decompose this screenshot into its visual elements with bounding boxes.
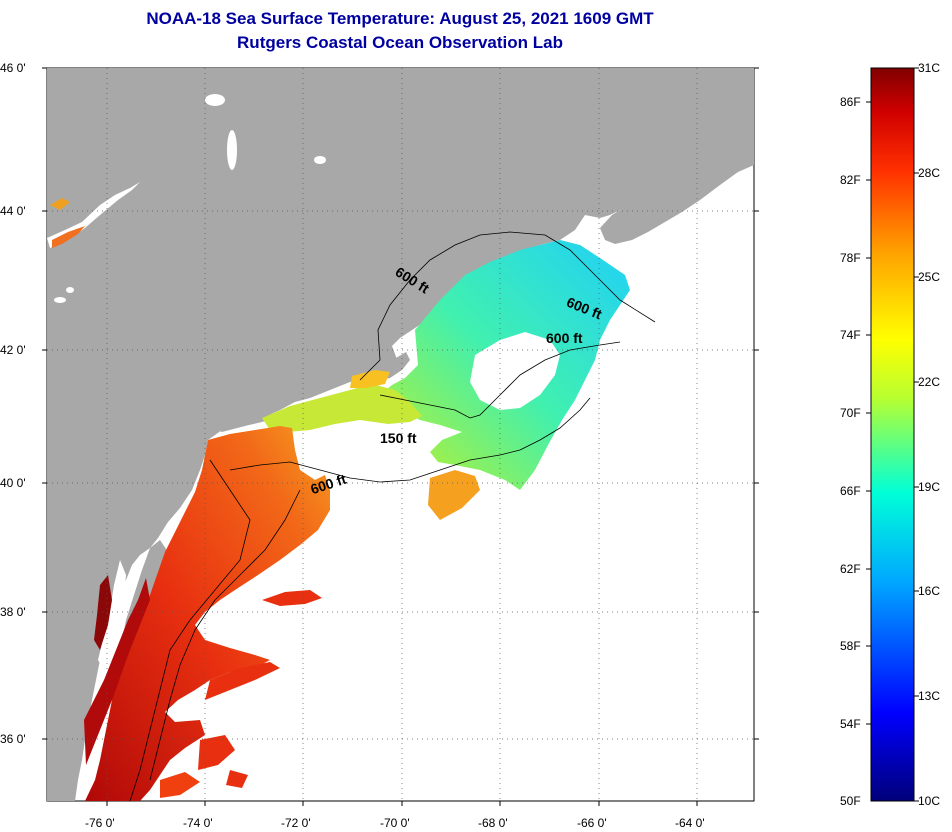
- map-title: NOAA-18 Sea Surface Temperature: August …: [146, 9, 654, 28]
- land-mainland: [47, 68, 754, 801]
- lat-label: 40 0': [0, 476, 26, 490]
- chesapeake-bay: [98, 560, 126, 670]
- colorbar: [870, 67, 915, 802]
- colorbar-label-f: 50F: [840, 794, 861, 808]
- sst-mid-atlantic-bight: [85, 426, 330, 801]
- map-subtitle: Rutgers Coastal Ocean Observation Lab: [237, 33, 563, 52]
- sst-southern-new-england: [262, 384, 422, 432]
- sst-offshore-streamer: [205, 662, 280, 700]
- colorbar-label-c: 10C: [918, 794, 941, 808]
- lon-label: -76 0': [85, 816, 115, 830]
- lat-label: 36 0': [0, 732, 26, 746]
- colorbar-label-c: 28C: [918, 166, 941, 180]
- contour-label-150ft: 150 ft: [380, 430, 417, 446]
- sst-offshore-streamer: [160, 772, 200, 798]
- lon-label: -64 0': [675, 816, 705, 830]
- colorbar-label-f: 74F: [840, 328, 861, 342]
- graticule: [47, 68, 754, 801]
- inland-lake: [205, 94, 225, 106]
- sst-cape-cod-warm: [350, 370, 390, 388]
- colorbar-label-c: 31C: [918, 61, 941, 75]
- colorbar-label-f: 54F: [840, 717, 861, 731]
- colorbar-label-c: 25C: [918, 270, 941, 284]
- sst-chesapeake: [94, 575, 112, 650]
- colorbar-label-c: 22C: [918, 375, 941, 389]
- bathymetry-contours: [129, 231, 656, 801]
- lat-label: 42 0': [0, 343, 26, 357]
- colorbar-label-f: 70F: [840, 406, 861, 420]
- lon-label: -68 0': [478, 816, 508, 830]
- colorbar-label-c: 13C: [918, 689, 941, 703]
- colorbar-label-c: 16C: [918, 584, 941, 598]
- colorbar-ticks: [866, 67, 919, 802]
- sst-lake-ontario: [52, 226, 85, 248]
- sst-inshore-hot: [84, 578, 150, 765]
- lat-label: 46 0': [0, 61, 26, 75]
- colorbar-label-f: 82F: [840, 173, 861, 187]
- inland-lake: [66, 287, 74, 293]
- sst-lake-ontario: [50, 198, 70, 210]
- inland-lake: [54, 297, 66, 303]
- lon-label: -66 0': [577, 816, 607, 830]
- lon-label: -70 0': [380, 816, 410, 830]
- lake-champlain: [227, 130, 237, 170]
- lat-label: 38 0': [0, 605, 26, 619]
- sst-offshore-streamer: [262, 590, 322, 606]
- sst-offshore-streamer: [226, 770, 248, 788]
- colorbar-label-c: 19C: [918, 480, 941, 494]
- sst-offshore-streamer: [198, 735, 235, 770]
- colorbar-label-f: 58F: [840, 639, 861, 653]
- sst-offshore-orange: [428, 470, 480, 520]
- sst-cloud-gap: [470, 332, 560, 410]
- colorbar-label-f: 86F: [840, 95, 861, 109]
- lat-label: 44 0': [0, 204, 26, 218]
- colorbar-label-f: 62F: [840, 562, 861, 576]
- colorbar-label-f: 66F: [840, 484, 861, 498]
- land-nova-scotia: [600, 112, 754, 244]
- lon-label: -72 0': [281, 816, 311, 830]
- contour-label-600ft: 600 ft: [546, 330, 583, 346]
- axis-ticks: [42, 67, 759, 806]
- colorbar-label-f: 78F: [840, 251, 861, 265]
- inland-lake: [314, 156, 326, 164]
- lon-label: -74 0': [183, 816, 213, 830]
